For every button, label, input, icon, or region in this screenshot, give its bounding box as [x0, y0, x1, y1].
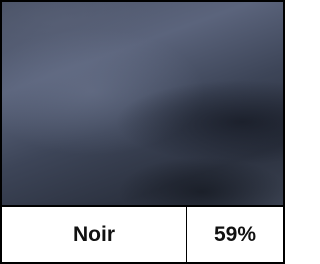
- swatch-info-row: Noir 59%: [2, 207, 283, 262]
- fabric-swatch-image: [2, 2, 283, 207]
- color-name: Noir: [2, 207, 187, 262]
- composition-percentage: 59%: [187, 207, 283, 262]
- page: Noir 59% (() => { const data = JSON.pars…: [0, 0, 285, 264]
- swatch-card: Noir 59%: [0, 0, 285, 264]
